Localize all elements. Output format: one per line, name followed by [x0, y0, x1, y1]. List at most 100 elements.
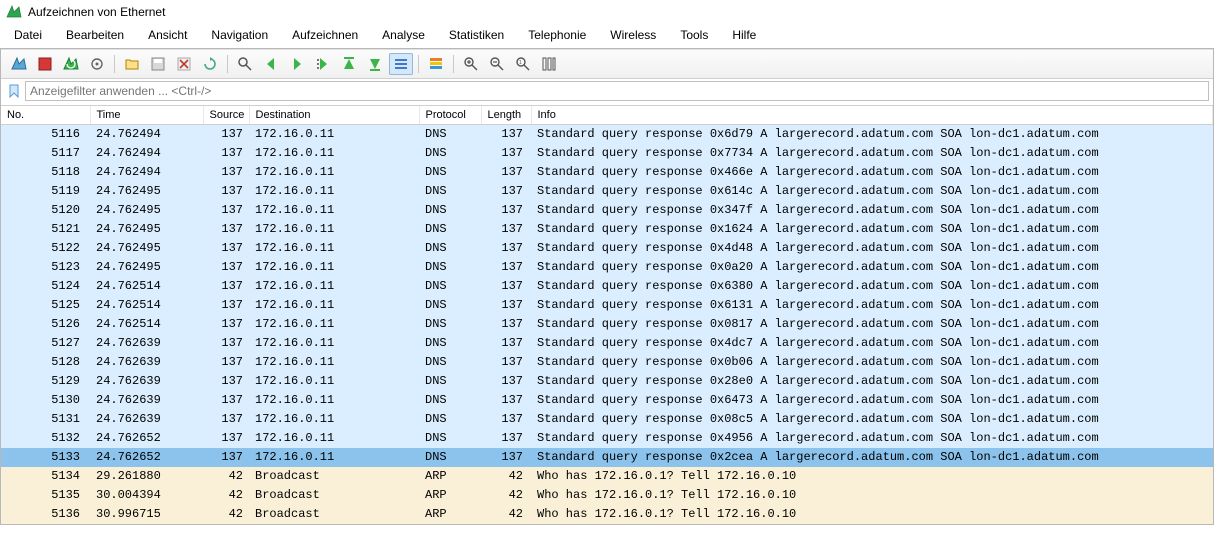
cell-length: 137 — [481, 448, 531, 467]
menu-statistiken[interactable]: Statistiken — [449, 28, 504, 42]
colorize-icon[interactable] — [424, 53, 448, 75]
bookmark-icon[interactable] — [5, 82, 23, 100]
table-row[interactable]: 511824.762494137172.16.0.11DNS137Standar… — [1, 163, 1213, 182]
cell-info: Standard query response 0x4d48 A largere… — [531, 239, 1213, 258]
stop-capture-icon[interactable] — [33, 53, 57, 75]
cell-length: 137 — [481, 391, 531, 410]
go-last-icon[interactable] — [363, 53, 387, 75]
table-row[interactable]: 513024.762639137172.16.0.11DNS137Standar… — [1, 391, 1213, 410]
table-row[interactable]: 513630.99671542BroadcastARP42Who has 172… — [1, 505, 1213, 524]
cell-no: 5127 — [1, 334, 90, 353]
table-row[interactable]: 513124.762639137172.16.0.11DNS137Standar… — [1, 410, 1213, 429]
cell-destination: 172.16.0.11 — [249, 182, 419, 201]
table-row[interactable]: 512724.762639137172.16.0.11DNS137Standar… — [1, 334, 1213, 353]
cell-time: 24.762639 — [90, 353, 203, 372]
cell-length: 137 — [481, 220, 531, 239]
col-header-length[interactable]: Length — [481, 106, 531, 125]
table-row[interactable]: 511624.762494137172.16.0.11DNS137Standar… — [1, 125, 1213, 145]
table-row[interactable]: 512124.762495137172.16.0.11DNS137Standar… — [1, 220, 1213, 239]
reload-icon[interactable] — [198, 53, 222, 75]
auto-scroll-icon[interactable] — [389, 53, 413, 75]
resize-columns-icon[interactable] — [537, 53, 561, 75]
col-header-time[interactable]: Time — [90, 106, 203, 125]
cell-length: 137 — [481, 353, 531, 372]
table-row[interactable]: 512324.762495137172.16.0.11DNS137Standar… — [1, 258, 1213, 277]
table-row[interactable]: 512924.762639137172.16.0.11DNS137Standar… — [1, 372, 1213, 391]
cell-source: 137 — [203, 410, 249, 429]
open-file-icon[interactable] — [120, 53, 144, 75]
table-header-row: No. Time Source Destination Protocol Len… — [1, 106, 1213, 125]
cell-length: 137 — [481, 258, 531, 277]
cell-length: 137 — [481, 239, 531, 258]
cell-destination: 172.16.0.11 — [249, 315, 419, 334]
cell-source: 137 — [203, 353, 249, 372]
cell-source: 137 — [203, 372, 249, 391]
table-row[interactable]: 513224.762652137172.16.0.11DNS137Standar… — [1, 429, 1213, 448]
table-row[interactable]: 512524.762514137172.16.0.11DNS137Standar… — [1, 296, 1213, 315]
go-first-icon[interactable] — [337, 53, 361, 75]
col-header-destination[interactable]: Destination — [249, 106, 419, 125]
table-row[interactable]: 511724.762494137172.16.0.11DNS137Standar… — [1, 144, 1213, 163]
menu-bearbeiten[interactable]: Bearbeiten — [66, 28, 124, 42]
cell-info: Standard query response 0x0b06 A largere… — [531, 353, 1213, 372]
packet-list-table[interactable]: No. Time Source Destination Protocol Len… — [1, 106, 1213, 524]
menu-ansicht[interactable]: Ansicht — [148, 28, 187, 42]
menu-telephonie[interactable]: Telephonie — [528, 28, 586, 42]
display-filter-input[interactable] — [25, 81, 1209, 101]
table-row[interactable]: 512624.762514137172.16.0.11DNS137Standar… — [1, 315, 1213, 334]
restart-capture-icon[interactable] — [59, 53, 83, 75]
table-row[interactable]: 513429.26188042BroadcastARP42Who has 172… — [1, 467, 1213, 486]
cell-protocol: ARP — [419, 505, 481, 524]
cell-destination: 172.16.0.11 — [249, 448, 419, 467]
menu-hilfe[interactable]: Hilfe — [732, 28, 756, 42]
start-capture-icon[interactable] — [7, 53, 31, 75]
table-row[interactable]: 512224.762495137172.16.0.11DNS137Standar… — [1, 239, 1213, 258]
cell-protocol: DNS — [419, 201, 481, 220]
capture-options-icon[interactable] — [85, 53, 109, 75]
cell-length: 137 — [481, 296, 531, 315]
cell-length: 137 — [481, 372, 531, 391]
col-header-source[interactable]: Source — [203, 106, 249, 125]
zoom-in-icon[interactable] — [459, 53, 483, 75]
col-header-no[interactable]: No. — [1, 106, 90, 125]
cell-no: 5124 — [1, 277, 90, 296]
save-file-icon[interactable] — [146, 53, 170, 75]
menu-analyse[interactable]: Analyse — [382, 28, 425, 42]
table-row[interactable]: 512424.762514137172.16.0.11DNS137Standar… — [1, 277, 1213, 296]
zoom-out-icon[interactable] — [485, 53, 509, 75]
go-back-icon[interactable] — [259, 53, 283, 75]
menu-tools[interactable]: Tools — [680, 28, 708, 42]
cell-length: 137 — [481, 315, 531, 334]
cell-protocol: DNS — [419, 429, 481, 448]
col-header-protocol[interactable]: Protocol — [419, 106, 481, 125]
cell-info: Standard query response 0x6d79 A largere… — [531, 125, 1213, 145]
table-row[interactable]: 513530.00439442BroadcastARP42Who has 172… — [1, 486, 1213, 505]
cell-source: 137 — [203, 125, 249, 145]
menu-datei[interactable]: Datei — [14, 28, 42, 42]
find-packet-icon[interactable] — [233, 53, 257, 75]
close-file-icon[interactable] — [172, 53, 196, 75]
go-forward-icon[interactable] — [285, 53, 309, 75]
menu-navigation[interactable]: Navigation — [211, 28, 268, 42]
table-row[interactable]: 513324.762652137172.16.0.11DNS137Standar… — [1, 448, 1213, 467]
col-header-info[interactable]: Info — [531, 106, 1213, 125]
table-row[interactable]: 512824.762639137172.16.0.11DNS137Standar… — [1, 353, 1213, 372]
svg-text:1: 1 — [519, 60, 522, 66]
cell-no: 5117 — [1, 144, 90, 163]
table-row[interactable]: 512024.762495137172.16.0.11DNS137Standar… — [1, 201, 1213, 220]
menu-wireless[interactable]: Wireless — [610, 28, 656, 42]
table-row[interactable]: 511924.762495137172.16.0.11DNS137Standar… — [1, 182, 1213, 201]
menu-aufzeichnen[interactable]: Aufzeichnen — [292, 28, 358, 42]
cell-destination: 172.16.0.11 — [249, 239, 419, 258]
cell-time: 24.762514 — [90, 315, 203, 334]
cell-info: Standard query response 0x0a20 A largere… — [531, 258, 1213, 277]
cell-destination: 172.16.0.11 — [249, 220, 419, 239]
go-to-packet-icon[interactable] — [311, 53, 335, 75]
cell-length: 137 — [481, 144, 531, 163]
display-filter-bar — [1, 79, 1213, 106]
cell-time: 24.762652 — [90, 429, 203, 448]
cell-no: 5131 — [1, 410, 90, 429]
zoom-reset-icon[interactable]: 1 — [511, 53, 535, 75]
cell-time: 24.762514 — [90, 296, 203, 315]
cell-no: 5128 — [1, 353, 90, 372]
